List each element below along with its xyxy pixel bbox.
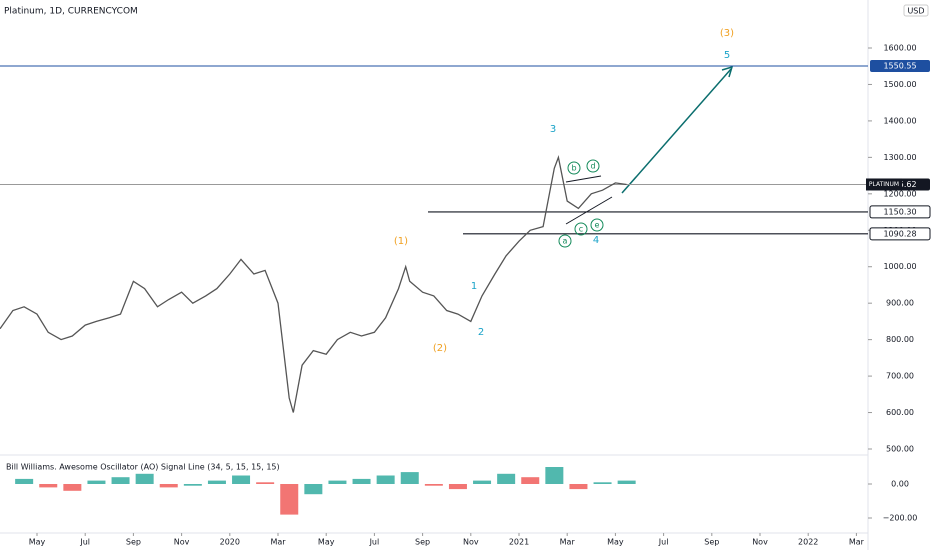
osc-bar bbox=[87, 480, 106, 484]
wave-label: d bbox=[590, 162, 595, 171]
osc-bar bbox=[352, 478, 371, 484]
x-tick-label: Mar bbox=[270, 538, 286, 547]
osc-bar bbox=[304, 484, 323, 495]
triangle-top bbox=[565, 175, 602, 183]
wave-circle bbox=[558, 234, 572, 248]
osc-bar bbox=[328, 480, 347, 484]
osc-bar bbox=[232, 475, 251, 484]
price-tag bbox=[869, 227, 931, 241]
osc-tick-label: 0.00 bbox=[891, 480, 909, 489]
osc-bar bbox=[497, 473, 516, 484]
arrow-head bbox=[721, 65, 734, 78]
y-tick-label: 1600.00 bbox=[883, 44, 916, 53]
osc-bar bbox=[617, 480, 636, 484]
chart-title: Platinum, 1D, CURRENCYCOM bbox=[4, 7, 138, 17]
osc-bar bbox=[15, 478, 34, 484]
price-tag bbox=[869, 205, 931, 219]
x-tick-label: Nov bbox=[463, 538, 479, 547]
wave-label: 2 bbox=[478, 327, 484, 338]
wave-circle bbox=[586, 159, 600, 173]
wave-label: (1) bbox=[394, 236, 408, 247]
x-tick-label: Jul bbox=[79, 538, 90, 547]
osc-bar bbox=[545, 467, 564, 484]
osc-bar bbox=[39, 484, 58, 488]
x-tick-label: Nov bbox=[752, 538, 768, 547]
indicator-title: Bill Williams. Awesome Oscillator (AO) S… bbox=[6, 463, 280, 472]
osc-bar bbox=[521, 477, 540, 484]
wave-circle bbox=[590, 218, 604, 232]
osc-bar bbox=[424, 484, 443, 486]
osc-bar bbox=[473, 480, 492, 484]
osc-bar bbox=[280, 484, 299, 515]
osc-bar bbox=[376, 475, 395, 484]
y-tick-label: 1300.00 bbox=[883, 153, 916, 162]
x-tick-label: Sep bbox=[704, 538, 719, 547]
wave-label: 3 bbox=[550, 124, 556, 135]
price-tag bbox=[870, 60, 930, 73]
price-line bbox=[0, 155, 627, 413]
osc-bar bbox=[207, 480, 226, 484]
osc-bar bbox=[593, 482, 612, 484]
wave-label: b bbox=[571, 164, 576, 173]
y-tick-label: 1200.00 bbox=[883, 189, 916, 198]
symbol-tag bbox=[866, 178, 902, 191]
wave-circle bbox=[574, 222, 588, 236]
osc-tick-label: −200.00 bbox=[883, 514, 918, 523]
x-tick-label: 2022 bbox=[798, 538, 818, 547]
wave-label: 5 bbox=[724, 50, 730, 61]
currency: USD bbox=[907, 7, 924, 16]
wave-label: e bbox=[595, 221, 600, 230]
x-tick-label: Nov bbox=[174, 538, 190, 547]
y-tick-label: 1000.00 bbox=[883, 262, 916, 271]
osc-bar bbox=[569, 484, 588, 490]
x-tick-label: May bbox=[607, 538, 624, 547]
osc-bar bbox=[111, 477, 130, 484]
price-tag-label: 1090.28 bbox=[883, 229, 916, 238]
x-tick-label: Jul bbox=[369, 538, 380, 547]
x-tick-label: May bbox=[29, 538, 46, 547]
osc-bar bbox=[159, 484, 178, 488]
wave-label: 4 bbox=[593, 235, 599, 246]
wave-circle bbox=[567, 161, 581, 175]
price-tag-label: 1150.30 bbox=[883, 207, 916, 216]
wave-label: 1 bbox=[471, 281, 477, 292]
price-tag-label: 1550.55 bbox=[883, 62, 916, 71]
wave-label: c bbox=[579, 225, 583, 234]
osc-bar bbox=[448, 484, 467, 490]
osc-bar bbox=[63, 484, 82, 491]
y-tick-label: 500.00 bbox=[886, 445, 914, 454]
x-tick-label: May bbox=[318, 538, 335, 547]
x-tick-label: Jul bbox=[658, 538, 669, 547]
x-tick-label: 2021 bbox=[509, 538, 529, 547]
y-tick-label: 800.00 bbox=[886, 335, 914, 344]
wave-label: a bbox=[563, 237, 568, 246]
y-tick-label: 900.00 bbox=[886, 299, 914, 308]
y-tick-label: 600.00 bbox=[886, 408, 914, 417]
x-tick-label: Mar bbox=[849, 538, 865, 547]
osc-bar bbox=[183, 484, 202, 486]
projection-line bbox=[621, 68, 732, 194]
x-tick-label: Mar bbox=[560, 538, 576, 547]
y-tick-label: 1500.00 bbox=[883, 80, 916, 89]
wave-label: (2) bbox=[433, 343, 447, 354]
currency-badge bbox=[903, 4, 929, 17]
osc-bar bbox=[256, 482, 275, 484]
y-tick-label: 1400.00 bbox=[883, 116, 916, 125]
triangle-bottom bbox=[565, 196, 613, 225]
y-tick-label: 700.00 bbox=[886, 372, 914, 381]
osc-bar bbox=[135, 473, 154, 484]
osc-bar bbox=[400, 472, 419, 484]
x-tick-label: Sep bbox=[126, 538, 141, 547]
x-tick-label: 2020 bbox=[220, 538, 240, 547]
wave-label: (3) bbox=[720, 28, 734, 39]
x-tick-label: Sep bbox=[415, 538, 430, 547]
symbol-tag-label: PLATINUM bbox=[869, 181, 899, 188]
